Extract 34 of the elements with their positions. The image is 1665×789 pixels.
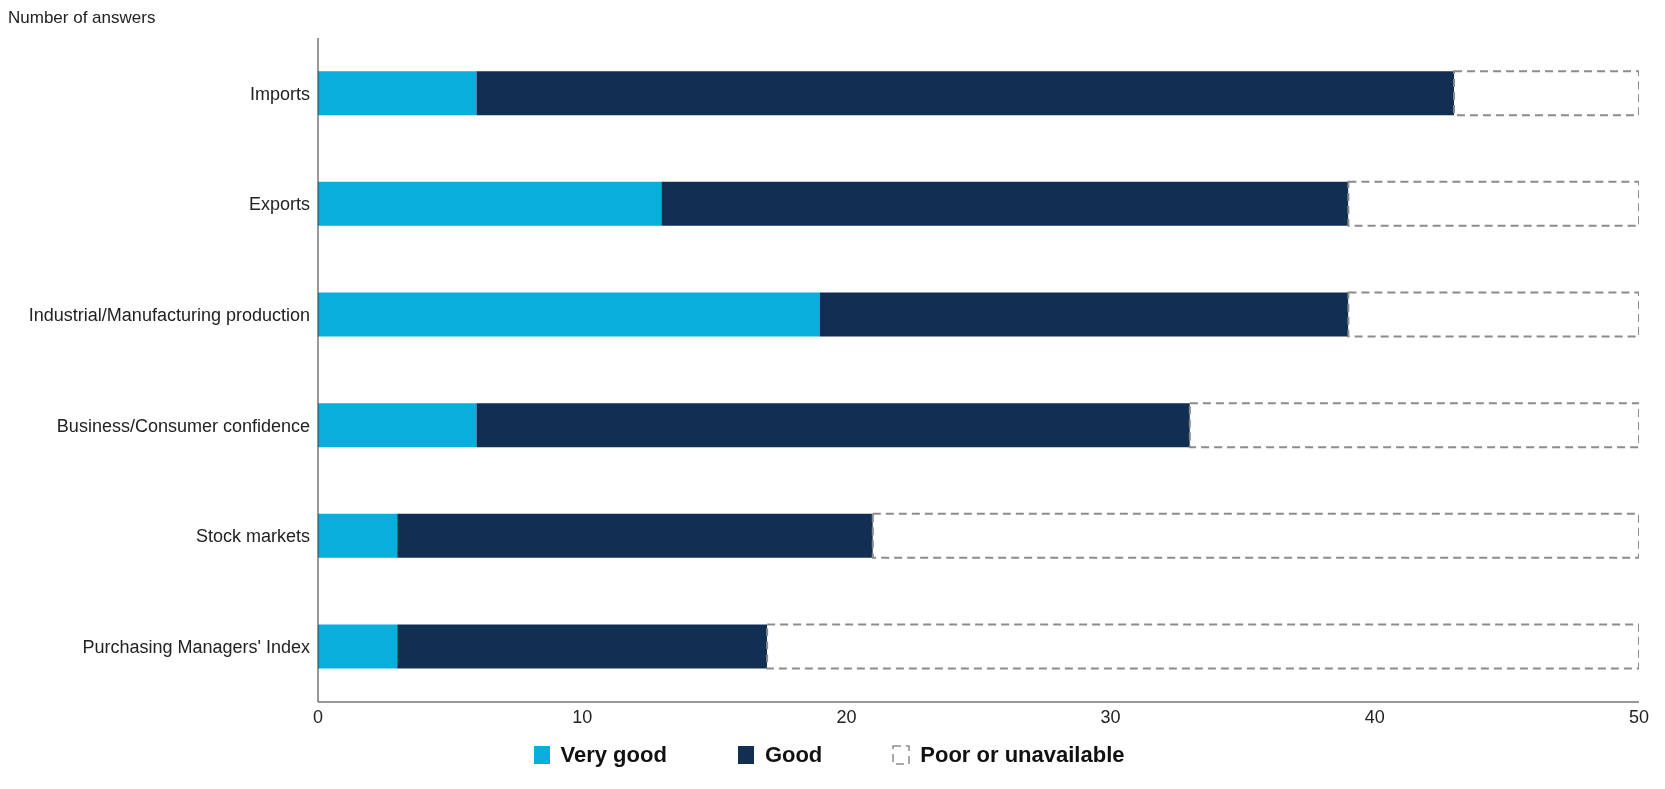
- bar: [766, 623, 1639, 670]
- y-tick-label: Industrial/Manufacturing production: [28, 305, 310, 326]
- x-tick-label: 10: [572, 706, 593, 727]
- y-tick-label: Imports: [249, 83, 310, 104]
- x-tick-label: 30: [1100, 706, 1121, 727]
- bar: [318, 403, 477, 448]
- bar: [397, 513, 873, 558]
- bar: [318, 513, 398, 558]
- legend-label: Poor or unavailable: [919, 742, 1125, 768]
- bar: [318, 292, 820, 337]
- bar: [318, 624, 398, 669]
- bar: [1188, 402, 1639, 449]
- y-tick-label: Purchasing Managers' Index: [82, 637, 310, 658]
- bar: [1453, 70, 1639, 117]
- bar: [318, 71, 477, 116]
- legend-label: Good: [763, 742, 823, 768]
- bar: [819, 292, 1349, 337]
- bar: [1347, 291, 1639, 338]
- bar: [476, 403, 1190, 448]
- x-tick-label: 50: [1628, 706, 1650, 727]
- legend-label: Very good: [559, 742, 667, 768]
- x-tick-label: 20: [836, 706, 857, 727]
- text: Number of answers: [8, 8, 156, 28]
- bar: [1347, 180, 1639, 227]
- y-tick-label: Business/Consumer confidence: [56, 415, 310, 436]
- bar: [397, 624, 768, 669]
- bar: [476, 71, 1455, 116]
- x-tick-label: 0: [312, 706, 324, 727]
- bar: [318, 181, 662, 226]
- bar: [661, 181, 1349, 226]
- x-tick-label: 40: [1364, 706, 1385, 727]
- y-tick-label: Stock markets: [195, 526, 310, 547]
- y-tick-label: Exports: [248, 194, 310, 215]
- bar: [871, 512, 1639, 559]
